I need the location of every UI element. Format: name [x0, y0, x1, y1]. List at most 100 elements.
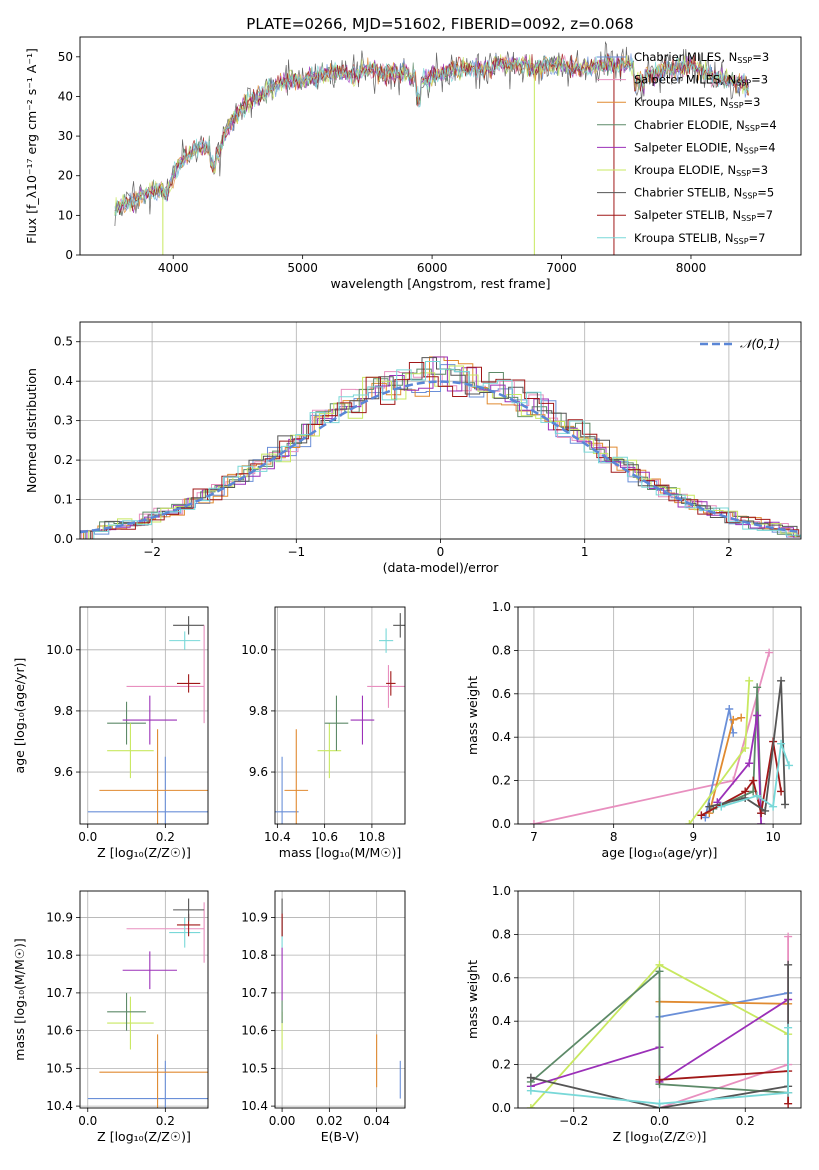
y-tick-label: 9.8 [249, 704, 268, 718]
legend-label: 𝒩(0,1) [740, 337, 780, 351]
weight-point [761, 806, 770, 815]
plot-frame [517, 890, 802, 1109]
legend-label: Salpeter STELIB, NSSP=7 [634, 208, 773, 223]
x-tick-label: 10 [765, 830, 780, 844]
histogram-step [88, 365, 801, 539]
weight-point [526, 1086, 535, 1095]
x-tick-label: 8 [610, 830, 618, 844]
y-tick-label: 1.0 [492, 884, 511, 898]
y-tick-label: 0.8 [492, 927, 511, 941]
histogram-step [81, 371, 801, 539]
weight-point [655, 967, 664, 976]
legend-subscript: SSP [742, 192, 757, 201]
weight-point [725, 704, 734, 713]
x-tick-label: 8000 [676, 261, 707, 275]
plot-area [529, 648, 794, 824]
normal-curve [80, 380, 799, 534]
legend-label: Chabrier ELODIE, NSSP=4 [634, 118, 777, 133]
weight-point [685, 820, 694, 824]
x-tick-label: 0.04 [363, 1114, 390, 1128]
y-axis-label: mass weight [465, 676, 480, 755]
weight-point [765, 648, 774, 657]
weight-point [777, 787, 786, 796]
figure-title: PLATE=0266, MJD=51602, FIBERID=0092, z=0… [246, 15, 633, 33]
weight-point [655, 1075, 664, 1084]
plot-frame [274, 606, 406, 825]
weight-point [784, 1088, 793, 1097]
x-tick-label: 9 [690, 830, 698, 844]
plot-area [281, 898, 401, 1099]
weight-point [529, 820, 538, 824]
legend-subscript: SSP [729, 101, 744, 110]
x-tick-label: 2 [725, 545, 733, 559]
legend-value: =3 [752, 50, 769, 64]
y-axis-label: Normed distribution [24, 368, 39, 493]
x-tick-label: 5000 [287, 261, 318, 275]
y-axis-label: mass weight [465, 960, 480, 1039]
weight-point [784, 1099, 793, 1108]
y-tick-label: 9.6 [249, 765, 268, 779]
y-tick-label: 10.9 [241, 910, 268, 924]
x-tick-label: −2 [143, 545, 161, 559]
chart-spectrum: 4000 5000 6000 7000 8000 0 10 20 30 40 50 wavelengt… [24, 36, 802, 291]
y-tick-label: 0.2 [492, 1058, 511, 1072]
weight-line [530, 969, 789, 1094]
plot-frame [517, 606, 802, 825]
y-axis-label: Flux [f_λ10⁻¹⁷ erg cm⁻² s⁻¹ A⁻¹] [24, 48, 39, 244]
weight-point [753, 711, 762, 720]
y-tick-label: 0.2 [54, 453, 73, 467]
y-axis-label: age [log₁₀(age/yr)] [12, 658, 27, 774]
weight-point [697, 811, 706, 820]
weight-point [745, 676, 754, 685]
x-tick-label: 10.4 [264, 830, 291, 844]
legend-subscript: SSP [745, 124, 760, 133]
plot-area [87, 616, 208, 824]
plot-area [80, 356, 801, 539]
y-axis-label: mass [log₁₀(M/M☉)] [12, 938, 27, 1060]
y-tick-label: 0.5 [54, 335, 73, 349]
chart-mass-vs-EBV: 0.00 0.02 0.04 10.4 10.5 10.6 10.7 10.8 10.9 E(B-… [241, 890, 406, 1144]
weight-line [716, 715, 762, 824]
y-tick-label: 10.8 [46, 948, 73, 962]
y-tick-label: 10.0 [46, 643, 73, 657]
x-tick-label: 0.00 [269, 1114, 296, 1128]
y-tick-label: 0.1 [54, 493, 73, 507]
legend-value: =7 [756, 208, 773, 222]
legend-value: =7 [749, 231, 766, 245]
x-axis-label: age [log₁₀(age/yr)] [602, 845, 718, 860]
weight-point [757, 820, 766, 824]
x-tick-label: −0.2 [559, 1114, 588, 1128]
x-axis-label: mass [log₁₀(M/M☉)] [279, 845, 401, 860]
histogram-step [86, 356, 801, 539]
x-tick-label: −1 [287, 545, 305, 559]
y-tick-label: 10 [58, 208, 73, 222]
chart-weight-vs-Z: −0.2 0.0 0.2 0.0 0.2 0.4 0.6 0.8 1.0 Z [log₁₀(Z/Z… [465, 884, 802, 1144]
legend-label: Salpeter ELODIE, NSSP=4 [634, 140, 776, 155]
legend-value: =4 [760, 118, 777, 132]
y-tick-label: 10.8 [241, 948, 268, 962]
y-tick-label: 10.7 [46, 986, 73, 1000]
y-tick-label: 10.4 [241, 1099, 268, 1113]
x-tick-label: 7000 [546, 261, 577, 275]
weight-point [717, 802, 726, 811]
plot-frame [79, 36, 802, 256]
y-tick-label: 0.4 [54, 374, 73, 388]
plot-frame [79, 321, 802, 540]
weight-point [526, 1073, 535, 1082]
y-tick-label: 10.6 [241, 1024, 268, 1038]
legend-value: =3 [751, 73, 768, 87]
y-tick-label: 10.0 [241, 643, 268, 657]
plot-area [87, 898, 208, 1108]
y-tick-label: 20 [58, 169, 73, 183]
chart-age-vs-mass: 10.4 10.6 10.8 9.6 9.8 10.0 mass [log₁₀(M/M☉)] [241, 606, 406, 860]
y-tick-label: 40 [58, 89, 73, 103]
plot-area [275, 613, 405, 824]
weight-point [769, 802, 778, 811]
weight-point [784, 1023, 793, 1032]
weight-line [659, 992, 789, 1018]
legend-label: Kroupa STELIB, NSSP=7 [634, 231, 765, 246]
y-tick-label: 0.4 [492, 1014, 511, 1028]
weight-point [526, 1104, 535, 1108]
weight-point [741, 744, 750, 753]
